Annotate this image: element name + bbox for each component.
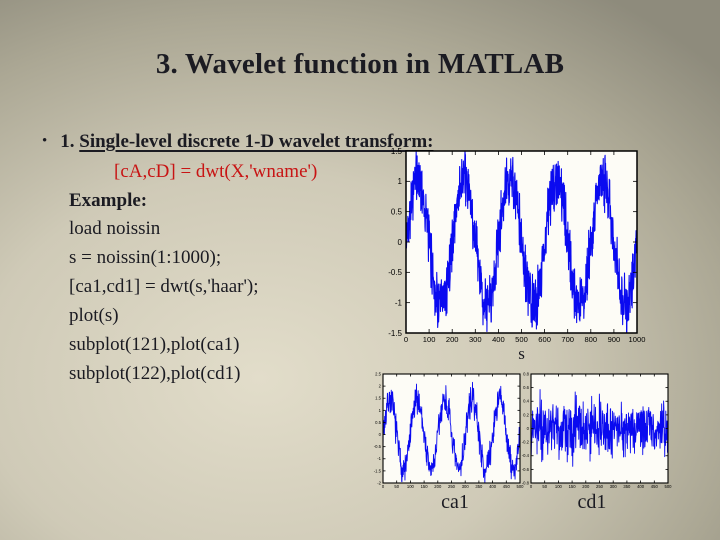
svg-text:200: 200 [582, 484, 590, 489]
svg-text:-0.8: -0.8 [522, 480, 530, 485]
code-line: [ca1,cd1] = dwt(s,'haar'); [69, 276, 259, 297]
svg-text:-0.4: -0.4 [522, 453, 530, 458]
svg-text:100: 100 [555, 484, 563, 489]
svg-text:0.5: 0.5 [375, 420, 381, 425]
svg-text:0.2: 0.2 [523, 412, 529, 417]
svg-text:250: 250 [596, 484, 604, 489]
svg-text:0: 0 [398, 238, 403, 247]
svg-text:800: 800 [584, 335, 597, 344]
svg-text:400: 400 [492, 335, 505, 344]
svg-text:450: 450 [503, 484, 511, 489]
svg-text:-0.5: -0.5 [388, 268, 402, 277]
svg-text:450: 450 [651, 484, 659, 489]
svg-text:-0.5: -0.5 [374, 444, 382, 449]
svg-text:900: 900 [608, 335, 621, 344]
svg-text:1000: 1000 [629, 335, 646, 344]
svg-text:0.5: 0.5 [391, 207, 403, 216]
cd1-caption: cd1 [577, 491, 607, 513]
ca1-caption: ca1 [441, 491, 469, 513]
code-lines: load noissin s = noissin(1:1000); [ca1,cd1… [69, 214, 259, 388]
svg-text:400: 400 [637, 484, 645, 489]
s-signal-plot: 0 100 200 300 400 500 600 700 800 900 1000 -1.5 -1 -0… [388, 147, 646, 363]
svg-text:200: 200 [434, 484, 442, 489]
svg-text:-1.5: -1.5 [388, 329, 402, 338]
code-line: plot(s) [69, 305, 119, 326]
cd1-coefficients-plot: 0 50 100 150 200 250 300 350 400 450 500 -0.8 -0.6 -0… [522, 371, 673, 489]
code-line: s = noissin(1:1000); [69, 247, 222, 268]
bullet-heading: • 1. Single-level discrete 1-D wavelet tr… [42, 131, 433, 153]
svg-text:-1.5: -1.5 [374, 468, 382, 473]
ca1-coefficients-plot: 0 50 100 150 200 250 300 350 400 450 500 -2 -1.5 -1 -0… [374, 371, 525, 489]
svg-text:500: 500 [517, 484, 525, 489]
svg-text:500: 500 [665, 484, 673, 489]
svg-text:1.5: 1.5 [391, 147, 403, 156]
svg-text:0.4: 0.4 [523, 399, 529, 404]
svg-text:250: 250 [448, 484, 456, 489]
svg-text:300: 300 [469, 335, 482, 344]
bullet-marker: • [42, 133, 48, 149]
svg-text:-2: -2 [377, 480, 381, 485]
svg-text:700: 700 [561, 335, 574, 344]
svg-text:400: 400 [489, 484, 497, 489]
svg-text:0: 0 [530, 484, 533, 489]
slide-title: 3. Wavelet function in MATLAB [155, 48, 565, 80]
svg-text:50: 50 [394, 484, 399, 489]
svg-text:100: 100 [407, 484, 415, 489]
svg-text:350: 350 [475, 484, 483, 489]
svg-text:0.6: 0.6 [523, 385, 529, 390]
svg-text:0: 0 [379, 432, 382, 437]
svg-text:-0.6: -0.6 [522, 467, 530, 472]
svg-text:-1: -1 [377, 456, 381, 461]
svg-text:-0.2: -0.2 [522, 440, 530, 445]
svg-text:1: 1 [398, 177, 403, 186]
code-line: subplot(121),plot(ca1) [69, 334, 240, 355]
svg-text:0: 0 [404, 335, 408, 344]
svg-text:s: s [518, 344, 525, 363]
svg-text:300: 300 [462, 484, 470, 489]
dwt-syntax-highlight: [cA,cD] = dwt(X,'wname') [114, 161, 318, 182]
svg-text:150: 150 [421, 484, 429, 489]
bullet-heading-text: Single-level discrete 1-D wavelet transf… [79, 131, 434, 152]
svg-text:500: 500 [515, 335, 528, 344]
svg-text:200: 200 [446, 335, 459, 344]
svg-text:1: 1 [379, 408, 382, 413]
svg-text:150: 150 [569, 484, 577, 489]
svg-text:2.5: 2.5 [375, 371, 381, 376]
svg-text:0: 0 [527, 426, 530, 431]
svg-text:1.5: 1.5 [375, 396, 381, 401]
svg-text:-1: -1 [395, 298, 403, 307]
svg-text:0: 0 [382, 484, 385, 489]
svg-text:2: 2 [379, 384, 382, 389]
code-line: load noissin [69, 218, 161, 239]
svg-text:300: 300 [610, 484, 618, 489]
svg-text:0.8: 0.8 [523, 371, 529, 376]
example-label: Example: [69, 190, 148, 211]
svg-text:600: 600 [538, 335, 551, 344]
svg-text:50: 50 [542, 484, 547, 489]
code-line: subplot(122),plot(cd1) [69, 363, 241, 384]
svg-text:100: 100 [423, 335, 436, 344]
svg-text:350: 350 [623, 484, 631, 489]
bullet-prefix: 1. [60, 131, 80, 152]
